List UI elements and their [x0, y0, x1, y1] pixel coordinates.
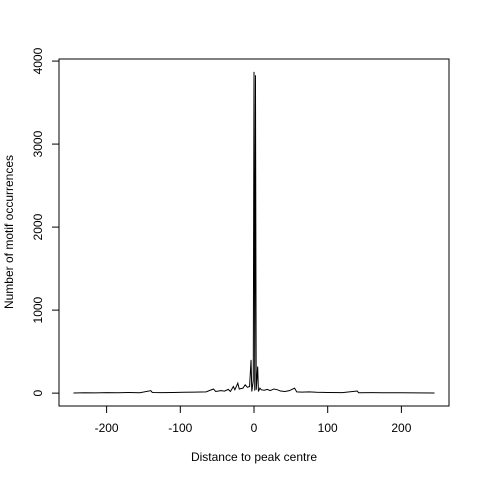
x-tick-label: 200: [391, 421, 411, 435]
y-tick-label: 1000: [31, 296, 45, 323]
y-tick-label: 2000: [31, 213, 45, 240]
x-tick-label: -100: [168, 421, 192, 435]
y-tick-label: 3000: [31, 130, 45, 157]
x-tick-label: -200: [95, 421, 119, 435]
y-tick-label: 0: [31, 389, 45, 396]
x-axis-label: Distance to peak centre: [191, 450, 317, 464]
x-tick-label: 100: [318, 421, 338, 435]
y-axis-label: Number of motif occurrences: [2, 155, 16, 309]
y-tick-label: 4000: [31, 47, 45, 74]
data-line: [73, 71, 435, 394]
x-tick-label: 0: [251, 421, 258, 435]
